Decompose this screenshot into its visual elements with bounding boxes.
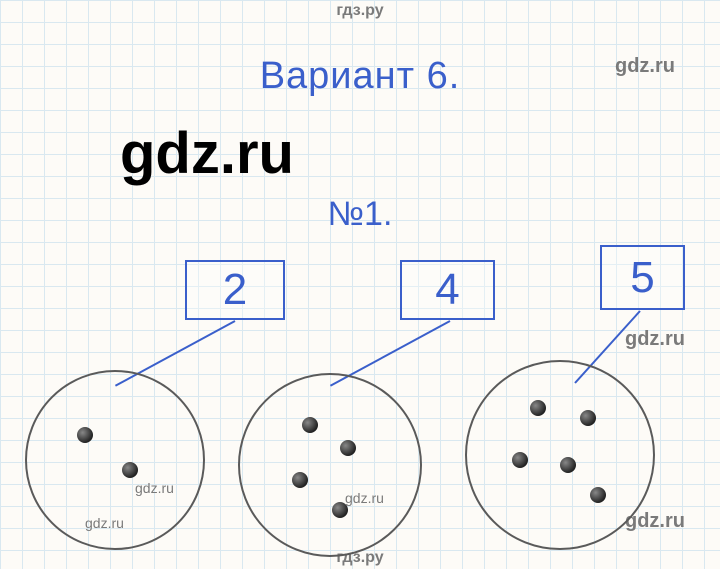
dot: [560, 457, 576, 473]
dot: [77, 427, 93, 443]
watermark-top: гдз.ру: [336, 2, 383, 20]
dot: [530, 400, 546, 416]
dot: [292, 472, 308, 488]
dot: [340, 440, 356, 456]
number-box-4: 4: [400, 260, 495, 320]
dot: [580, 410, 596, 426]
watermark-r2: gdz.ru: [625, 328, 685, 351]
number-box-5: 5: [600, 245, 685, 310]
dot: [590, 487, 606, 503]
problem-number: №1.: [328, 195, 393, 234]
circle-4: [238, 373, 422, 557]
circle-5: [465, 360, 655, 550]
circle-2: [25, 370, 205, 550]
watermark-large: gdz.ru: [120, 120, 294, 187]
page-title: Вариант 6.: [260, 55, 461, 98]
number-box-2: 2: [185, 260, 285, 320]
dot: [512, 452, 528, 468]
dot: [122, 462, 138, 478]
dot: [332, 502, 348, 518]
watermark-r1: gdz.ru: [615, 55, 675, 78]
dot: [302, 417, 318, 433]
